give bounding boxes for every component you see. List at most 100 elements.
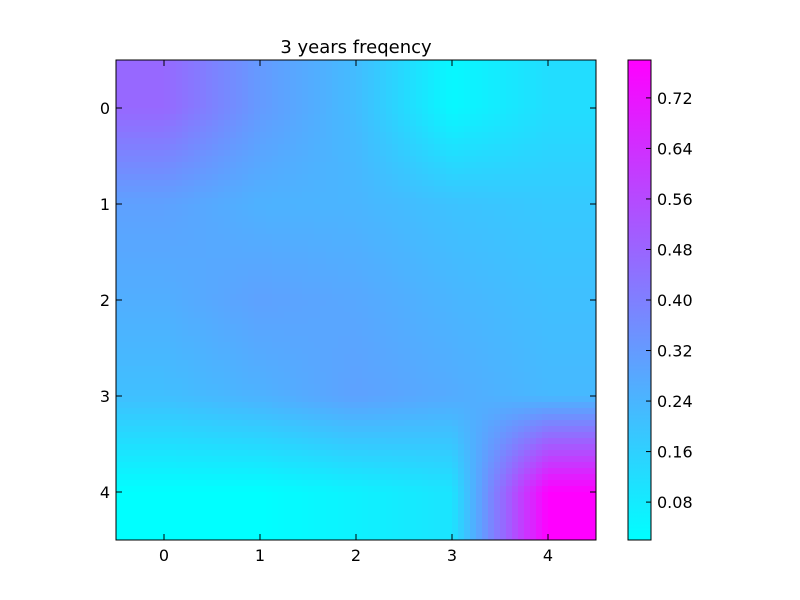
heatmap-pixel	[572, 270, 579, 277]
heatmap-pixel	[566, 186, 573, 193]
heatmap-pixel	[308, 342, 315, 349]
heatmap-pixel	[176, 138, 183, 145]
heatmap-pixel	[182, 312, 189, 319]
heatmap-pixel	[590, 318, 596, 325]
heatmap-pixel	[230, 174, 237, 181]
heatmap-pixel	[356, 174, 363, 181]
heatmap-pixel	[338, 276, 345, 283]
heatmap-pixel	[242, 78, 249, 85]
heatmap-pixel	[380, 168, 387, 175]
heatmap-pixel	[386, 306, 393, 313]
heatmap-pixel	[146, 60, 153, 67]
heatmap-pixel	[212, 276, 219, 283]
heatmap-pixel	[398, 294, 405, 301]
heatmap-pixel	[284, 150, 291, 157]
heatmap-pixel	[392, 114, 399, 121]
heatmap-pixel	[224, 246, 231, 253]
heatmap-pixel	[542, 324, 549, 331]
heatmap-pixel	[488, 102, 495, 109]
heatmap-pixel	[434, 60, 441, 67]
heatmap-pixel	[206, 414, 213, 421]
heatmap-pixel	[170, 60, 177, 67]
heatmap-pixel	[224, 312, 231, 319]
heatmap-pixel	[212, 294, 219, 301]
heatmap-pixel	[170, 192, 177, 199]
heatmap-pixel	[134, 276, 141, 283]
heatmap-pixel	[554, 252, 561, 259]
heatmap-pixel	[170, 78, 177, 85]
heatmap-pixel	[440, 204, 447, 211]
heatmap-pixel	[218, 294, 225, 301]
heatmap-pixel	[416, 402, 423, 409]
heatmap-pixel	[134, 186, 141, 193]
heatmap-pixel	[134, 414, 141, 421]
heatmap-pixel	[488, 408, 495, 415]
heatmap-pixel	[578, 396, 585, 403]
heatmap-pixel	[368, 306, 375, 313]
heatmap-pixel	[128, 150, 135, 157]
heatmap-pixel	[578, 96, 585, 103]
heatmap-pixel	[542, 300, 549, 307]
heatmap-pixel	[332, 432, 339, 439]
heatmap-pixel	[446, 384, 453, 391]
heatmap-pixel	[296, 354, 303, 361]
heatmap-pixel	[248, 198, 255, 205]
heatmap-pixel	[272, 90, 279, 97]
heatmap-pixel	[182, 114, 189, 121]
heatmap-pixel	[278, 246, 285, 253]
heatmap-pixel	[152, 66, 159, 73]
heatmap-pixel	[266, 270, 273, 277]
heatmap-pixel	[386, 282, 393, 289]
heatmap-pixel	[422, 156, 429, 163]
heatmap-pixel	[530, 66, 537, 73]
heatmap-pixel	[290, 216, 297, 223]
heatmap-pixel	[290, 144, 297, 151]
heatmap-pixel	[158, 84, 165, 91]
heatmap-pixel	[176, 72, 183, 79]
heatmap-pixel	[518, 84, 525, 91]
heatmap-pixel	[410, 240, 417, 247]
heatmap-pixel	[146, 168, 153, 175]
heatmap-pixel	[590, 72, 596, 79]
heatmap-pixel	[296, 150, 303, 157]
heatmap-pixel	[146, 258, 153, 265]
heatmap-pixel	[554, 234, 561, 241]
heatmap-pixel	[542, 348, 549, 355]
heatmap-pixel	[452, 126, 459, 133]
heatmap-pixel	[362, 174, 369, 181]
heatmap-pixel	[572, 348, 579, 355]
heatmap-pixel	[416, 240, 423, 247]
heatmap-pixel	[434, 318, 441, 325]
heatmap-pixel	[470, 138, 477, 145]
heatmap-pixel	[152, 156, 159, 163]
heatmap-pixel	[230, 258, 237, 265]
heatmap-pixel	[308, 114, 315, 121]
heatmap-pixel	[542, 174, 549, 181]
heatmap-pixel	[416, 330, 423, 337]
heatmap-pixel	[524, 108, 531, 115]
heatmap-pixel	[560, 78, 567, 85]
heatmap-pixel	[224, 186, 231, 193]
heatmap-pixel	[536, 66, 543, 73]
heatmap-pixel	[272, 102, 279, 109]
heatmap-pixel	[290, 426, 297, 433]
heatmap-pixel	[356, 252, 363, 259]
heatmap-pixel	[470, 162, 477, 169]
heatmap-pixel	[470, 60, 477, 67]
heatmap-pixel	[320, 66, 327, 73]
heatmap-pixel	[248, 78, 255, 85]
heatmap-pixel	[422, 336, 429, 343]
heatmap-pixel	[542, 420, 549, 427]
heatmap-pixel	[296, 318, 303, 325]
heatmap-pixel	[362, 120, 369, 127]
heatmap-pixel	[164, 192, 171, 199]
heatmap-pixel	[134, 84, 141, 91]
heatmap-pixel	[218, 408, 225, 415]
heatmap-pixel	[452, 228, 459, 235]
heatmap-pixel	[332, 60, 339, 67]
heatmap-pixel	[302, 156, 309, 163]
heatmap-pixel	[584, 354, 591, 361]
heatmap-pixel	[350, 396, 357, 403]
heatmap-pixel	[464, 138, 471, 145]
heatmap-pixel	[194, 426, 201, 433]
